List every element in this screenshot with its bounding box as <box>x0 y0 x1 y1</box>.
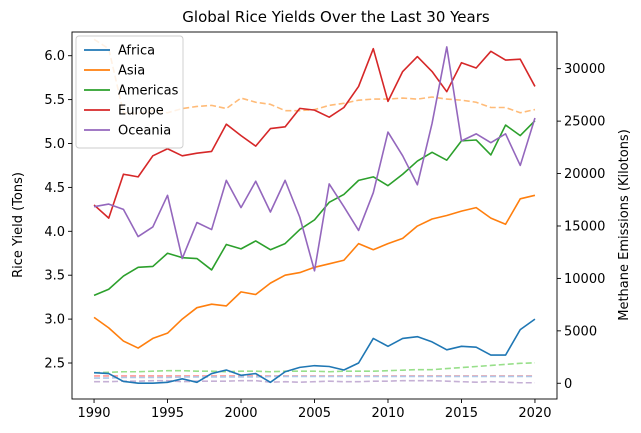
legend-label-oceania: Oceania <box>118 124 171 139</box>
series-line-oceania <box>93 46 536 272</box>
methane-series-line-5 <box>94 379 535 384</box>
legend-label-europe: Europe <box>118 104 164 119</box>
y2-tick-label: 15000 <box>564 219 605 234</box>
legend-box <box>75 35 184 149</box>
x-tick-label: 1995 <box>151 406 184 421</box>
y2-tick-label: 20000 <box>564 167 605 182</box>
methane-series-line-4 <box>94 375 535 379</box>
y-tick-label: 4.0 <box>44 225 65 240</box>
legend-label-africa: Africa <box>118 44 155 59</box>
legend-label-asia: Asia <box>118 64 145 79</box>
y-tick-label: 5.5 <box>44 93 65 108</box>
y2-tick-label: 30000 <box>564 62 605 77</box>
y-tick-label: 4.5 <box>44 181 65 196</box>
chart-title: Global Rice Yields Over the Last 30 Year… <box>182 8 490 26</box>
y2-axis-title: Methane Emissions (Kilotons) <box>617 129 632 321</box>
legend: Africa Asia Americas Europe Oceania <box>75 35 184 149</box>
y2-tick-label: 0 <box>564 377 572 392</box>
legend-label-americas: Americas <box>118 84 179 99</box>
y-tick-label: 5.0 <box>44 137 65 152</box>
y-tick-label: 6.0 <box>44 49 65 64</box>
methane-series-line-2 <box>94 362 535 374</box>
y2-tick-label: 5000 <box>564 324 597 339</box>
y2-tick-label: 25000 <box>564 115 605 130</box>
y-axis-title: Rice Yield (Tons) <box>11 172 26 278</box>
y2-tick-label: 10000 <box>564 272 605 287</box>
x-tick-label: 1990 <box>77 406 110 421</box>
x-tick-label: 2010 <box>371 406 404 421</box>
x-tick-label: 2000 <box>224 406 257 421</box>
axes-layer: 1990 1995 2000 2005 2010 2015 2020 2.5 3.0 3.5 4.0… <box>44 31 605 421</box>
x-tick-label: 2015 <box>445 406 478 421</box>
y-tick-label: 3.5 <box>44 269 65 284</box>
x-tick-label: 2005 <box>298 406 331 421</box>
x-tick-label: 2020 <box>518 406 551 421</box>
series-line-europe <box>93 47 536 219</box>
y-tick-label: 2.5 <box>44 357 65 372</box>
series-line-africa <box>94 318 536 385</box>
y-tick-label: 3.0 <box>44 313 65 328</box>
